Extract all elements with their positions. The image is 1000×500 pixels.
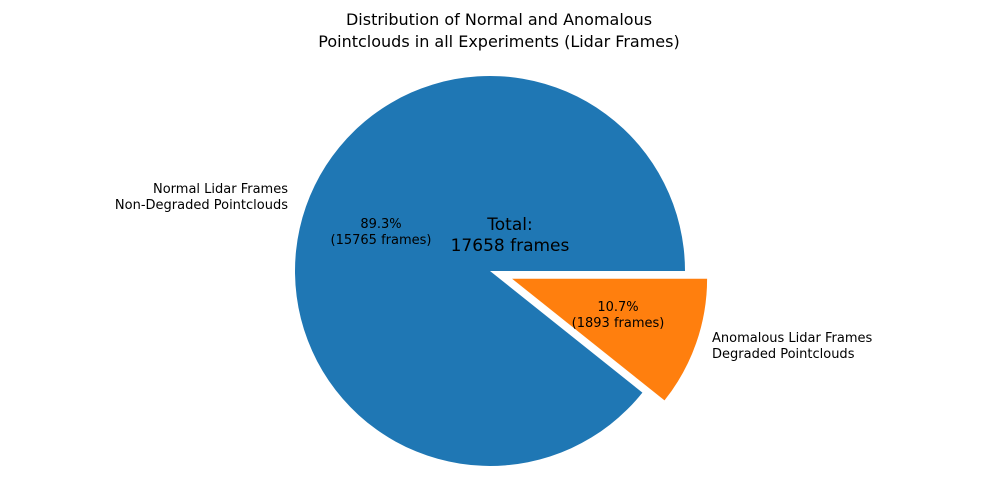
slice-label-anomalous: Anomalous Lidar Frames Degraded Pointclo…: [712, 331, 873, 362]
pie-slice-normal: [295, 75, 685, 466]
slice-pct-normal: 89.3% (15765 frames): [330, 217, 432, 248]
total-annotation: Total: 17658 frames: [450, 215, 570, 256]
slice-label-normal: Normal Lidar Frames Non-Degraded Pointcl…: [114, 182, 288, 213]
pie-slice-anomalous: [512, 278, 708, 401]
slice-pct-anomalous: 10.7% (1893 frames): [571, 300, 665, 331]
chart-title: Distribution of Normal and Anomalous Poi…: [318, 10, 680, 51]
